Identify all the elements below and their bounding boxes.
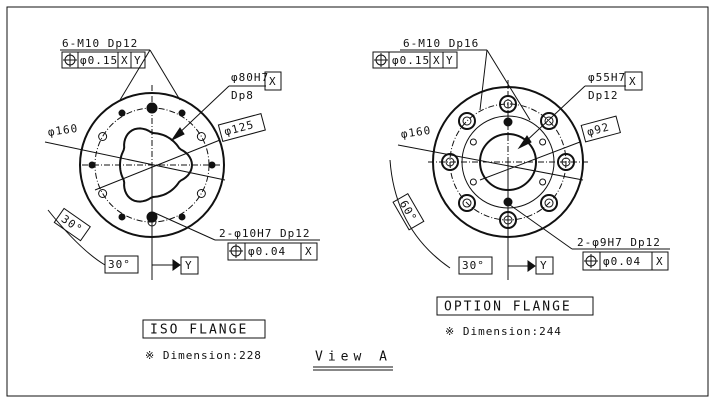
tolerance: φ0.04: [248, 245, 286, 258]
bore-label: φ55H7: [588, 71, 626, 84]
drawing-line: [540, 179, 546, 185]
dimension-note: ※ Dimension:228: [145, 349, 262, 362]
iso-flange: 6-M10 Dp12 φ0.15 X Y φ80H7 Dp8 X φ160 φ1…: [45, 37, 320, 362]
drawing-line: [179, 110, 185, 116]
tolerance: φ0.15: [80, 54, 118, 67]
dimension-note: ※ Dimension:244: [445, 325, 562, 338]
dimension: φ125: [223, 118, 256, 138]
bore-depth: Dp12: [588, 89, 619, 102]
drawing-line: [541, 113, 557, 129]
drawing-line: [119, 110, 125, 116]
dimension: φ160: [400, 124, 432, 141]
angle: 30°: [108, 258, 131, 271]
flange-name: OPTION FLANGE: [444, 300, 572, 315]
drawing-line: [463, 117, 471, 125]
dimension: φ160: [47, 122, 79, 139]
drawing-line: [540, 139, 546, 145]
bore-label: φ80H7: [231, 71, 269, 84]
tolerance: φ0.04: [603, 255, 641, 268]
bore-depth: Dp8: [231, 89, 254, 102]
drawing-line: [179, 214, 185, 220]
tolerance: φ0.15: [392, 54, 430, 67]
drawing-line: [545, 117, 553, 125]
datum: X: [433, 54, 441, 67]
angle: 30°: [59, 212, 85, 236]
flange-name: ISO FLANGE: [150, 323, 248, 338]
drawing-line: [470, 179, 476, 185]
view-label: View A: [315, 350, 392, 365]
datum: X: [656, 255, 664, 268]
pin-label: 2-φ9H7 Dp12: [577, 236, 661, 249]
drawing-line: [119, 214, 125, 220]
datum: Y: [185, 259, 193, 272]
drawing-line: [99, 133, 107, 141]
datum: Y: [134, 54, 142, 67]
callout: 6-M10 Dp16: [403, 37, 479, 50]
pin-label: 2-φ10H7 Dp12: [219, 227, 310, 240]
drawing-line: [459, 113, 475, 129]
drawing-line: [470, 139, 476, 145]
drawing: 6-M10 Dp12 φ0.15 X Y φ80H7 Dp8 X φ160 φ1…: [0, 0, 715, 403]
datum: X: [305, 245, 313, 258]
drawing-line: [197, 190, 205, 198]
callout: 6-M10 Dp12: [62, 37, 138, 50]
datum: Y: [540, 259, 548, 272]
angle: 30°: [462, 259, 485, 272]
datum: X: [121, 54, 129, 67]
datum: Y: [446, 54, 454, 67]
datum: X: [269, 75, 277, 88]
datum: X: [629, 75, 637, 88]
angle: 60°: [397, 198, 420, 224]
